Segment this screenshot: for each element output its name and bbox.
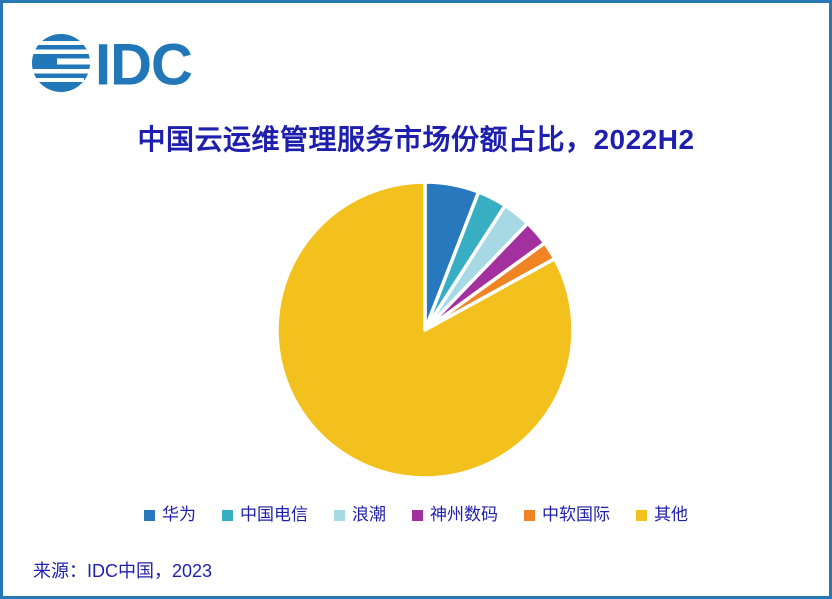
source-note: 来源：IDC中国，2023 — [33, 561, 213, 581]
legend-label: 中软国际 — [542, 505, 610, 524]
legend-swatch-icon — [222, 509, 233, 521]
legend-label: 其他 — [654, 505, 688, 524]
pie-chart-area — [255, 160, 595, 500]
legend-label: 中国电信 — [240, 505, 308, 524]
idc-logo-text: IDC — [95, 33, 192, 96]
idc-globe-icon: IDC — [32, 33, 193, 98]
pie-slice-6 — [275, 180, 575, 480]
legend-swatch-icon — [144, 509, 155, 521]
legend-item: 浪潮 — [334, 504, 386, 526]
legend-item: 神州数码 — [412, 504, 498, 526]
pie-chart — [275, 180, 575, 480]
legend-label: 神州数码 — [430, 505, 498, 524]
idc-logo: IDC — [31, 31, 201, 98]
legend-label: 华为 — [162, 505, 196, 524]
legend-item: 中国电信 — [222, 504, 308, 526]
legend-swatch-icon — [412, 509, 423, 521]
legend-label: 浪潮 — [352, 505, 386, 524]
legend-swatch-icon — [334, 509, 345, 521]
legend-item: 华为 — [144, 504, 196, 526]
chart-legend: 华为 中国电信 浪潮 神州数码 中软国际 其他 — [3, 504, 829, 526]
legend-item: 其他 — [636, 504, 688, 526]
legend-swatch-icon — [524, 509, 535, 521]
chart-title: 中国云运维管理服务市场份额占比，2022H2 — [137, 124, 695, 155]
legend-swatch-icon — [636, 509, 647, 521]
legend-item: 中软国际 — [524, 504, 610, 526]
